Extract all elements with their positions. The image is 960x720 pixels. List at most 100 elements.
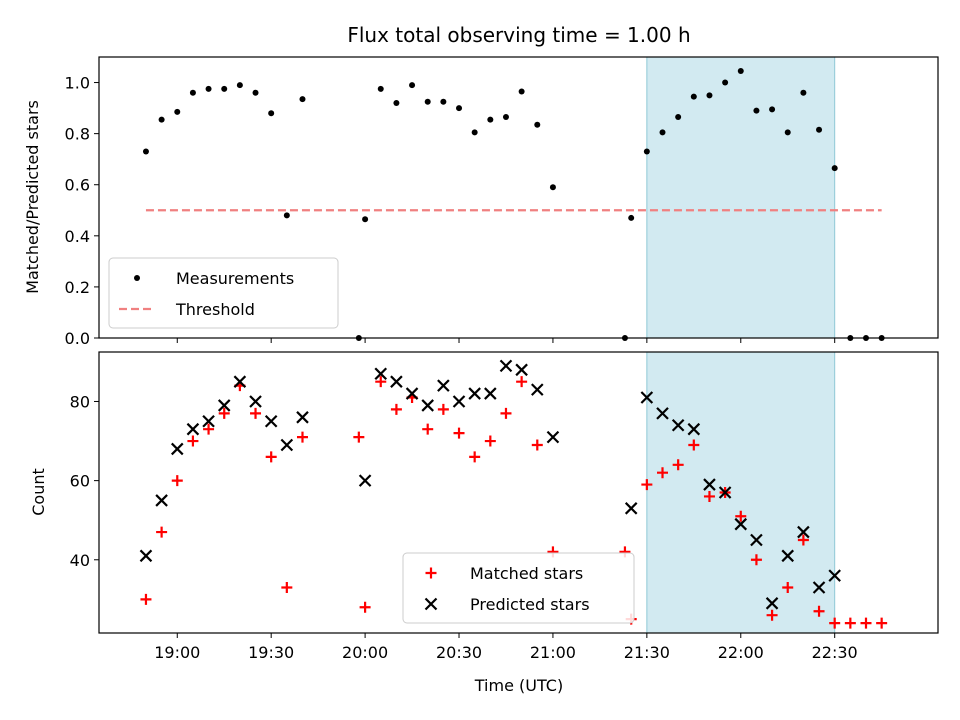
data-point: [737, 68, 744, 75]
y-tick-label: 60: [70, 472, 90, 491]
data-point: [722, 79, 729, 86]
data-point: [753, 107, 760, 114]
series-2: [139, 359, 841, 610]
data-point: [765, 597, 779, 610]
data-point: [812, 581, 826, 594]
data-point: [358, 474, 372, 487]
data-point: [750, 554, 762, 566]
data-point: [155, 494, 168, 507]
data-point: [471, 129, 478, 136]
data-point: [831, 165, 838, 172]
x-tick-label: 22:30: [812, 643, 858, 662]
data-point: [515, 363, 528, 377]
x-axis-label: Time (UTC): [474, 676, 563, 695]
legend-box: [108, 257, 339, 329]
data-point: [688, 439, 700, 451]
legend-box: [402, 552, 635, 624]
data-point: [236, 82, 243, 89]
data-point: [299, 96, 306, 103]
data-point: [487, 116, 494, 123]
data-point: [797, 525, 810, 539]
data-point: [531, 439, 543, 451]
data-point: [189, 89, 196, 96]
data-point: [484, 387, 497, 400]
data-point: [156, 526, 168, 538]
legend: Matched stars Predicted stars: [402, 552, 635, 624]
data-point: [202, 414, 215, 428]
y-tick-label: 0.4: [65, 227, 90, 246]
axes-frame: [98, 56, 939, 339]
legend: Measurements Threshold: [108, 257, 339, 329]
data-point: [860, 617, 872, 629]
data-point: [675, 114, 682, 121]
data-point: [422, 423, 434, 435]
data-point: [735, 510, 747, 522]
data-point: [174, 108, 181, 115]
series-1: [142, 68, 885, 341]
data-point: [703, 490, 715, 502]
data-point: [750, 533, 763, 547]
data-point: [409, 82, 416, 89]
highlight-span: [646, 56, 836, 339]
data-point: [706, 92, 713, 99]
data-point: [142, 148, 149, 155]
data-point: [643, 148, 650, 155]
data-point: [377, 85, 384, 92]
data-point: [640, 391, 654, 404]
data-point: [187, 435, 199, 447]
legend-marker: [134, 275, 140, 281]
data-point: [546, 430, 560, 444]
data-point: [656, 407, 669, 420]
data-point: [264, 414, 278, 428]
data-point: [816, 126, 823, 133]
data-point: [844, 617, 856, 629]
data-point: [221, 85, 228, 92]
data-point: [797, 534, 809, 546]
data-point: [734, 517, 748, 531]
data-point: [217, 399, 231, 412]
data-point: [484, 435, 496, 447]
data-point: [374, 367, 388, 381]
data-point: [766, 609, 778, 621]
data-point: [516, 376, 528, 388]
data-point: [440, 98, 447, 105]
data-point: [500, 407, 512, 419]
data-point: [628, 214, 635, 221]
x-tick-label: 21:30: [624, 643, 670, 662]
y-tick-label: 0.8: [65, 125, 90, 144]
top-y-axis-label: Matched/Predicted stars: [23, 100, 42, 294]
x-tick-label: 19:00: [154, 643, 200, 662]
data-point: [781, 549, 795, 563]
data-point: [452, 395, 466, 408]
data-point: [250, 407, 262, 419]
data-point: [424, 98, 431, 105]
data-point: [171, 475, 183, 487]
top-panel: 0.0 0.2 0.4 0.6 0.8 1.0 Measurements Threshold: [65, 56, 939, 348]
data-point: [296, 431, 308, 443]
data-point: [502, 114, 509, 121]
y-tick-label: 0.2: [65, 278, 90, 297]
x-tick-label: 20:00: [342, 643, 388, 662]
chart-title: Flux total observing time = 1.00 h: [347, 23, 690, 47]
data-point: [186, 422, 200, 436]
legend-marker: [424, 597, 438, 611]
x-tick-label: 20:30: [436, 643, 482, 662]
data-point: [828, 569, 841, 582]
axes-frame: [98, 351, 939, 634]
data-point: [468, 387, 481, 400]
data-point: [296, 411, 309, 424]
data-point: [170, 442, 184, 456]
x-tick-label: 19:30: [248, 643, 294, 662]
data-point: [375, 376, 387, 388]
data-point: [531, 383, 544, 396]
data-point: [769, 106, 776, 113]
data-point: [218, 407, 230, 419]
data-point: [703, 478, 716, 491]
data-point: [140, 593, 152, 605]
data-point: [456, 105, 463, 112]
legend-label: Measurements: [176, 269, 294, 288]
data-point: [437, 403, 449, 415]
data-point: [671, 418, 685, 432]
data-point: [624, 502, 638, 515]
